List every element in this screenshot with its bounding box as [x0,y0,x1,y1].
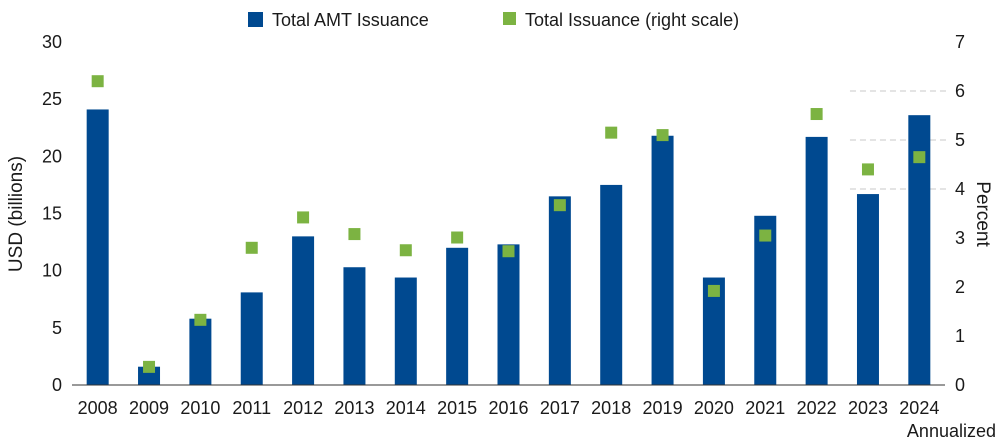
point-2011 [245,241,258,254]
legend-swatch-bar [248,12,263,27]
x-tick-2019: 2019 [643,398,683,418]
x-axis-ticks: 2008 2009 2010 2011 2012 2013 2014 2015 2016 2017… [78,398,996,441]
bar-2019 [651,135,674,385]
bar-2017 [548,196,571,385]
bar-2011 [240,292,263,385]
right-tick-0: 0 [955,375,965,395]
bar-2024 [908,115,931,385]
point-2016 [502,245,515,258]
x-tick-2022: 2022 [797,398,837,418]
bar-2020 [702,277,725,385]
left-tick-5: 5 [52,318,62,338]
bar-2015 [446,247,469,385]
bar-2010 [189,318,212,385]
point-2023 [861,163,874,176]
gridlines [849,90,947,190]
bar-series [86,109,931,385]
x-tick-2018: 2018 [591,398,631,418]
point-2018 [605,126,618,139]
point-2022 [810,108,823,121]
right-tick-3: 3 [955,228,965,248]
left-tick-20: 20 [42,146,62,166]
left-axis-ticks: 0 5 10 15 20 25 30 [42,32,62,395]
scatter-series [91,75,926,373]
legend: Total AMT Issuance Total Issuance (right … [248,10,739,30]
x-tick-2013: 2013 [334,398,374,418]
bar-2013 [343,267,366,385]
left-tick-25: 25 [42,89,62,109]
bar-2008 [86,109,109,385]
bar-2014 [394,277,417,385]
bar-2023 [856,194,879,385]
legend-swatch-point [503,12,516,25]
x-tick-2024: 2024 [899,398,939,418]
left-tick-10: 10 [42,261,62,281]
left-tick-15: 15 [42,204,62,224]
point-2014 [399,244,412,257]
right-tick-2: 2 [955,277,965,297]
x-tick-2015: 2015 [437,398,477,418]
x-tick-2012: 2012 [283,398,323,418]
legend-label-bar: Total AMT Issuance [272,10,429,30]
x-tick-2010: 2010 [180,398,220,418]
x-tick-2008: 2008 [78,398,118,418]
point-2012 [297,211,310,224]
bar-2018 [600,184,623,385]
x-tick-2023: 2023 [848,398,888,418]
right-tick-7: 7 [955,32,965,52]
bar-2012 [292,236,315,385]
right-axis-title: Percent [972,181,993,247]
point-2008 [91,75,104,88]
bar-2016 [497,244,520,385]
bar-2021 [754,215,777,385]
x-tick-sublabel: Annualized [907,421,996,441]
point-2021 [759,229,772,242]
right-tick-1: 1 [955,326,965,346]
point-2010 [194,313,207,326]
x-tick-2014: 2014 [386,398,426,418]
point-2024 [913,151,926,164]
right-tick-4: 4 [955,179,965,199]
x-tick-2011: 2011 [232,398,271,418]
right-axis-ticks: 0 1 2 3 4 5 6 7 [955,32,965,395]
left-tick-0: 0 [52,375,62,395]
point-2013 [348,228,361,241]
legend-label-point: Total Issuance (right scale) [525,10,739,30]
point-2020 [707,284,720,297]
x-tick-2017: 2017 [540,398,580,418]
point-2017 [553,199,566,212]
point-2009 [143,360,156,373]
x-tick-2020: 2020 [694,398,734,418]
bar-2022 [805,136,828,385]
right-tick-6: 6 [955,81,965,101]
x-tick-2016: 2016 [488,398,528,418]
x-tick-2009: 2009 [129,398,169,418]
left-axis-title: USD (billions) [6,156,27,272]
left-tick-30: 30 [42,32,62,52]
right-tick-5: 5 [955,130,965,150]
point-2015 [451,231,464,244]
point-2019 [656,129,669,142]
x-tick-2021: 2021 [745,398,785,418]
